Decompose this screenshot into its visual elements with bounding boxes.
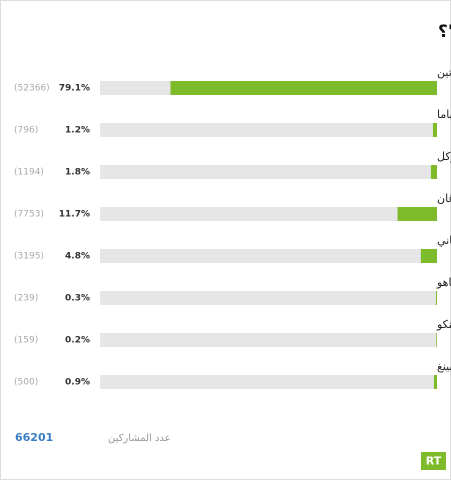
value-label: 0.3% (65, 294, 90, 304)
logo-box (421, 452, 446, 470)
bar (436, 333, 437, 347)
logo: RT (426, 455, 442, 468)
value-label: 11.7% (59, 210, 90, 220)
category-label: باراك أوباما (437, 107, 451, 121)
bar (435, 291, 437, 305)
bar-track (100, 123, 437, 137)
bar-track (100, 165, 437, 179)
count-label: (7753) (14, 210, 44, 220)
bar-track (100, 291, 437, 305)
category-label: شي جي بينغ (437, 360, 451, 373)
count-label: (3195) (14, 252, 44, 262)
value-label: 4.8% (65, 252, 90, 262)
bar (433, 375, 437, 389)
bar (430, 165, 437, 179)
count-label: (796) (14, 126, 38, 136)
bar-track (100, 375, 437, 389)
value-label: 1.8% (65, 168, 90, 178)
bar (420, 249, 437, 263)
category-label: أنغيلا ميركل (437, 149, 451, 163)
total-label: عدد المشاركين (108, 433, 171, 444)
bar-track (100, 333, 437, 347)
total: 66201 (15, 431, 53, 444)
count-label: (52366) (14, 84, 50, 94)
category-label: فلاديمير بوتين (437, 66, 451, 79)
bar (397, 207, 437, 221)
bar (170, 81, 438, 95)
count-label: (239) (14, 294, 38, 304)
value-label: 0.9% (65, 378, 90, 388)
category-label: حسن روحاني (437, 234, 451, 247)
value-label: 1.2% (65, 126, 90, 136)
category-label: بيترو بوروشينكو (436, 318, 451, 331)
count-label: (159) (14, 336, 38, 346)
value-label: 0.2% (65, 336, 90, 346)
bar-track (100, 207, 437, 221)
title: من هي الشخصية العالمية الأجدر بلقب "شخصي… (438, 21, 451, 42)
bar (432, 123, 437, 137)
count-label: (500) (14, 378, 38, 388)
category-label: بنيامين نتنياهو (436, 276, 451, 289)
value-label: 79.1% (59, 84, 90, 94)
bar-track (100, 249, 437, 263)
count-label: (1194) (14, 168, 44, 178)
category-label: رجب طيب أردوغان (437, 191, 451, 205)
